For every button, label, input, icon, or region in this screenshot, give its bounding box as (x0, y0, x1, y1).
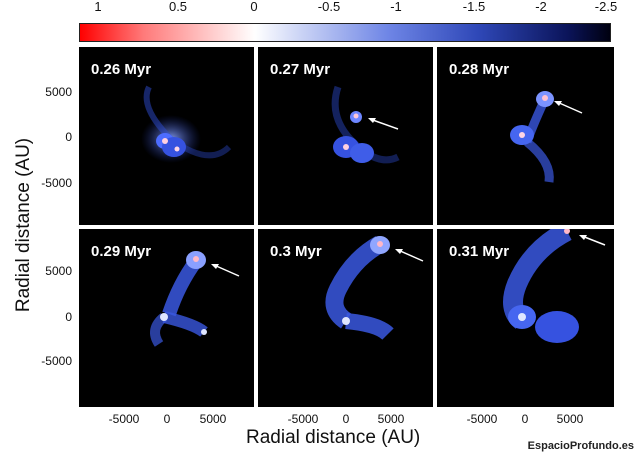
colorbar-tick: 1 (94, 0, 102, 14)
colorbar-tick: 0 (250, 0, 258, 14)
colorbar-tick: -1 (390, 0, 402, 14)
simulation-panel-6: 0.31 Myr (437, 229, 614, 407)
simulation-panel-3: 0.28 Myr (437, 47, 614, 225)
panel-time-label: 0.3 Myr (270, 243, 322, 260)
colorbar-tick: -0.5 (317, 0, 341, 14)
panel-time-label: 0.31 Myr (449, 243, 510, 260)
panel-time-label: 0.28 Myr (449, 61, 510, 78)
y-axis-label: Radial distance (AU) (13, 137, 34, 313)
x-tick: 5000 (377, 412, 405, 426)
x-tick: 0 (163, 412, 171, 426)
x-tick: 5000 (199, 412, 227, 426)
simulation-panel-5: 0.3 Myr (258, 229, 433, 407)
x-tick: -5000 (108, 412, 140, 426)
simulation-panel-2: 0.27 Myr (258, 47, 433, 225)
panel-time-label: 0.26 Myr (91, 61, 152, 78)
density-map-1 (141, 85, 232, 163)
simulation-panel-4: 0.29 Myr (79, 229, 254, 407)
x-tick: -5000 (466, 412, 498, 426)
y-tick: 0 (65, 130, 72, 144)
density-map-2 (331, 85, 400, 164)
panel-time-label: 0.29 Myr (91, 243, 152, 260)
density-map-3 (510, 91, 583, 183)
x-tick: 0 (521, 412, 529, 426)
y-tick: -5000 (41, 354, 72, 368)
colorbar-tick: 0.5 (168, 0, 188, 14)
x-tick: 5000 (556, 412, 584, 426)
x-tick: 0 (342, 412, 350, 426)
y-tick: 0 (65, 310, 72, 324)
x-axis-label: Radial distance (AU) (246, 427, 421, 448)
density-map-6 (503, 229, 606, 343)
simulation-panel-1: 0.26 Myr (79, 47, 254, 225)
density-map-4 (150, 251, 240, 347)
colorbar-tick: -2.5 (594, 0, 618, 14)
y-tick: 5000 (45, 85, 72, 99)
colorbar-tick: -2 (535, 0, 547, 14)
colorbar (79, 23, 611, 42)
watermark-credit: EspacioProfundo.es (527, 440, 634, 452)
density-map-5 (325, 236, 424, 341)
colorbar-tick: -1.5 (462, 0, 486, 14)
y-tick: 5000 (45, 264, 72, 278)
panel-time-label: 0.27 Myr (270, 61, 331, 78)
x-tick: -5000 (287, 412, 319, 426)
y-tick: -5000 (41, 176, 72, 190)
